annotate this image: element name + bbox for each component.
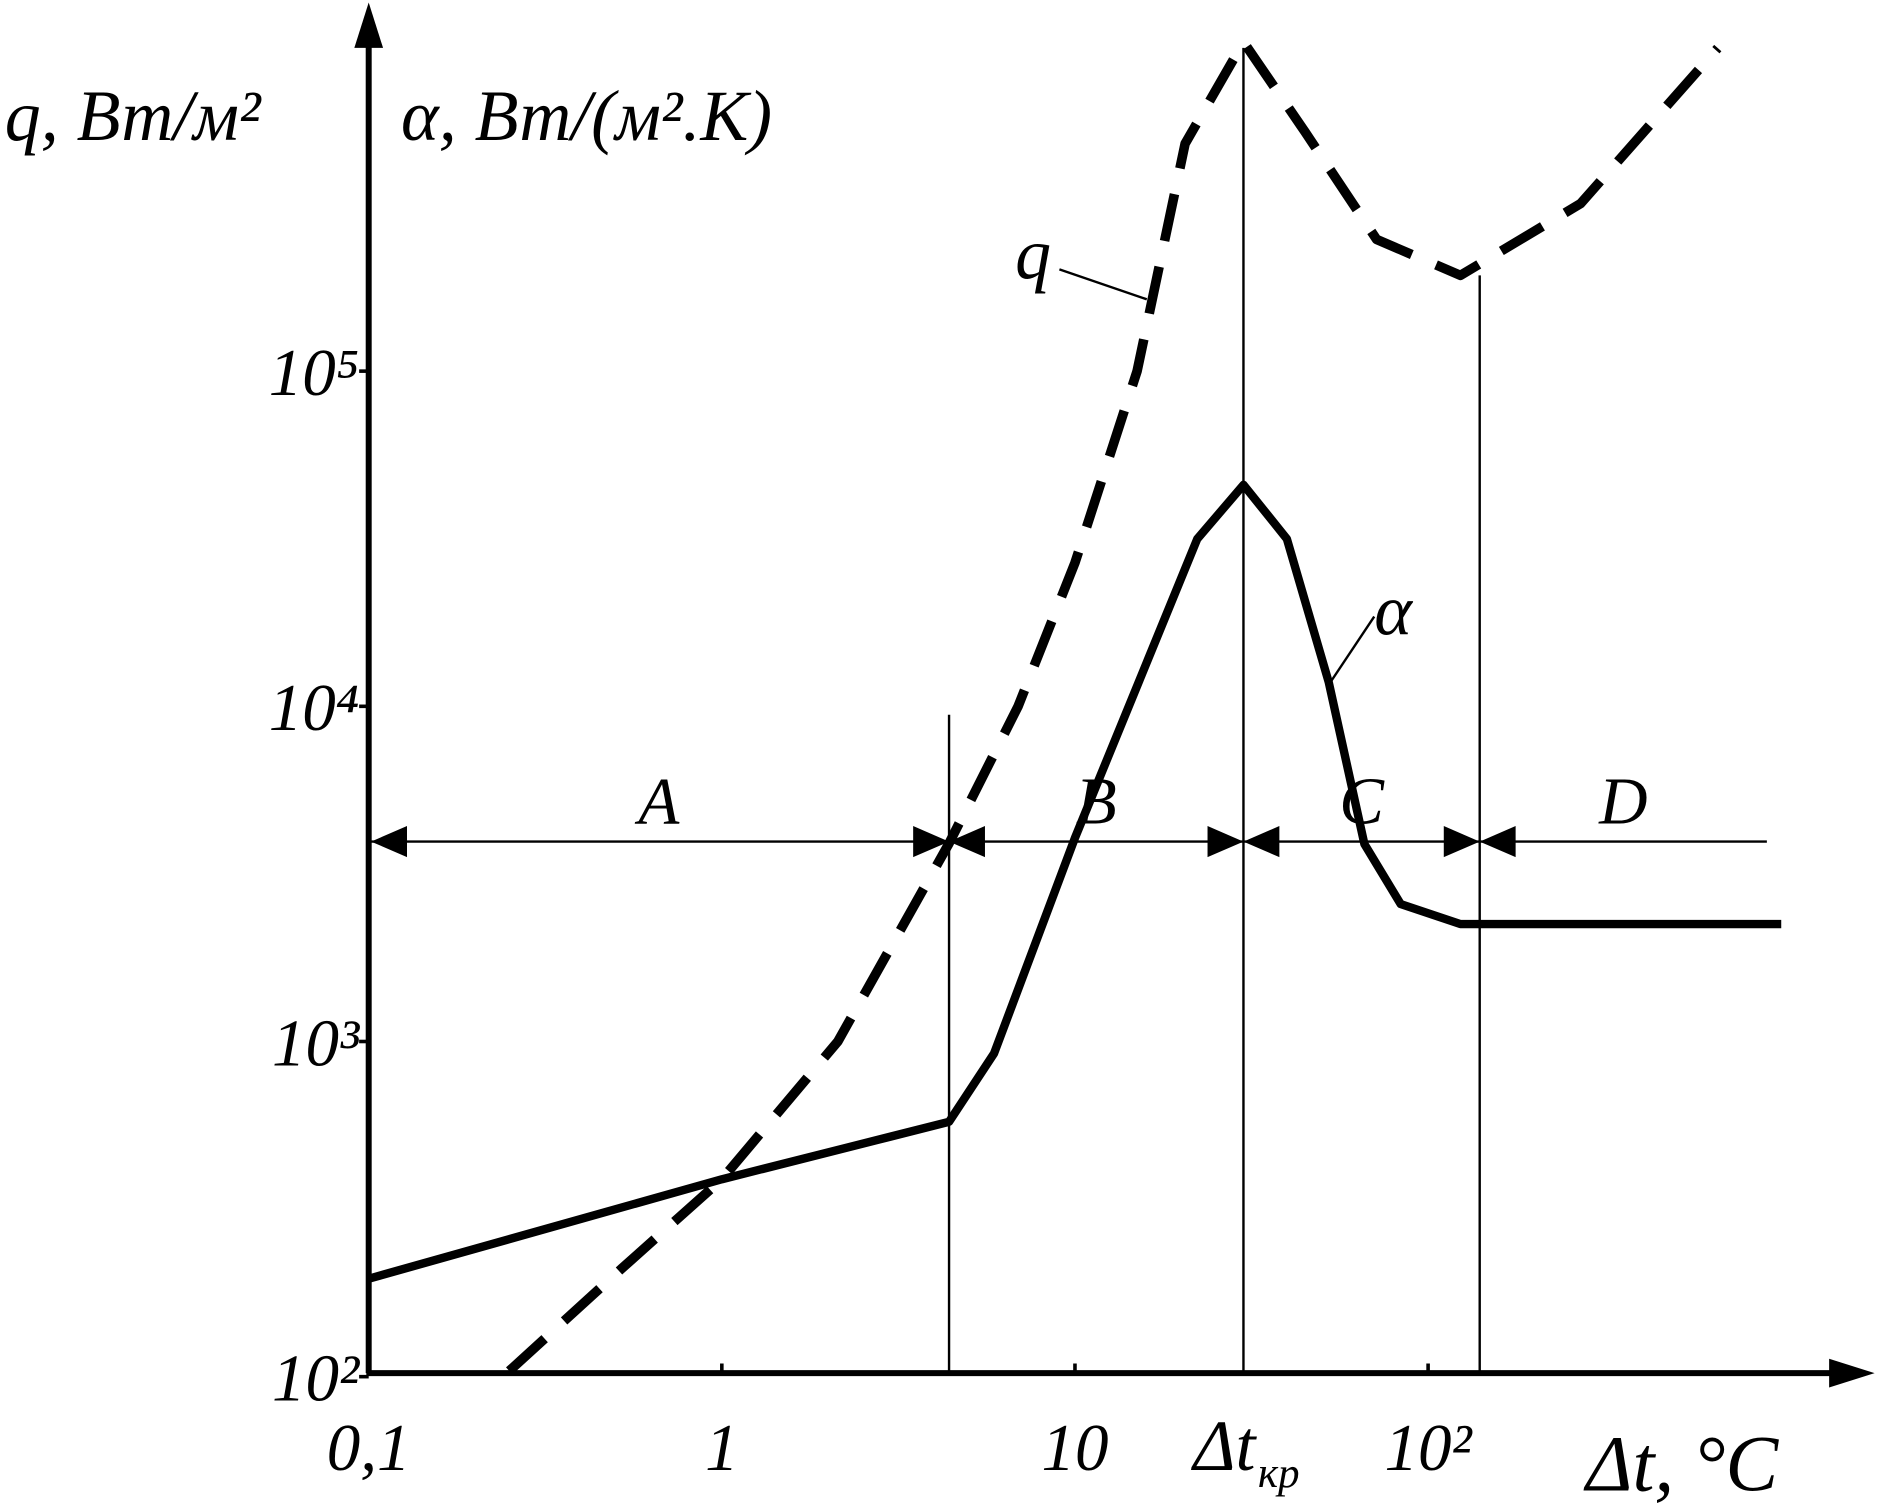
series-label: α bbox=[1374, 570, 1413, 650]
x-tick-label: 10 bbox=[1041, 1411, 1108, 1485]
x-tick-label: 10² bbox=[1385, 1411, 1473, 1485]
y-title: q, Вт/м² bbox=[5, 76, 262, 156]
region-arrowhead bbox=[1207, 826, 1244, 858]
region-arrowhead bbox=[371, 826, 408, 858]
x-tick-label: 1 bbox=[705, 1411, 739, 1485]
critical-label: Δt bbox=[1190, 1406, 1257, 1486]
region-arrowhead bbox=[949, 826, 985, 858]
x-title: Δt, °C bbox=[1583, 1421, 1779, 1506]
region-label: D bbox=[1598, 765, 1647, 839]
y-tick-label: 10² bbox=[272, 1342, 360, 1416]
x-tick-label: 0,1 bbox=[327, 1411, 411, 1485]
critical-label-sub: кр bbox=[1258, 1450, 1300, 1497]
region-arrowhead bbox=[1243, 826, 1280, 858]
y-tick-label: 10³ bbox=[272, 1006, 360, 1080]
series-leader bbox=[1327, 615, 1376, 686]
x-axis-arrow bbox=[1829, 1358, 1875, 1388]
series-line bbox=[367, 480, 1782, 1283]
y-title-2: α, Вт/(м².К) bbox=[401, 76, 772, 156]
series-leader bbox=[1059, 268, 1148, 301]
series-line bbox=[506, 37, 1722, 1375]
y-tick-label: 10⁵ bbox=[269, 336, 359, 410]
y-axis-arrow bbox=[354, 2, 384, 48]
y-tick-label: 10⁴ bbox=[269, 671, 359, 745]
region-label: A bbox=[634, 765, 680, 839]
series-label: q bbox=[1015, 214, 1051, 294]
region-arrowhead bbox=[913, 826, 950, 858]
region-arrowhead bbox=[1443, 826, 1480, 858]
region-arrowhead bbox=[1479, 826, 1516, 858]
